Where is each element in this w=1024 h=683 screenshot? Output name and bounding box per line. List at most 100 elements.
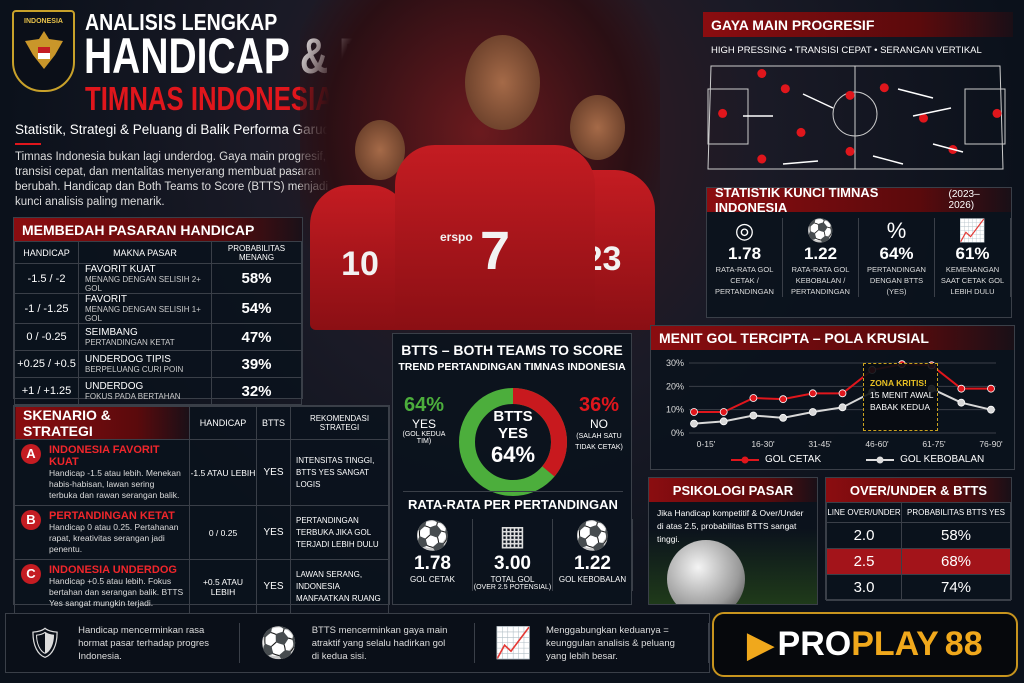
avg-stat: ⚽ 1.22 GOL KEBOBALAN (553, 519, 633, 591)
meaning: SEIMBANG (85, 327, 138, 338)
football-icon: ⚽ (415, 520, 450, 551)
data-point (779, 413, 788, 422)
table-row: 2.0 58% (826, 522, 1011, 549)
rec: INTENSITAS TINGGI, BTTS YES SANGAT LOGIS (290, 439, 389, 506)
no-label: NO (590, 417, 608, 431)
prob: 54% (211, 293, 302, 324)
label: RATA-RATA GOL KEBOBALAN / PERTANDINGAN (791, 265, 850, 296)
label: PERTANDINGAN DENGAN BTTS (YES) (867, 265, 926, 296)
data-point (808, 389, 817, 398)
logo-text: 88 (944, 625, 983, 663)
no-note: (SALAH SATU TIDAK CETAK) (575, 433, 623, 451)
player-dot (919, 113, 928, 123)
donut-no-segment (459, 388, 567, 496)
col-header: HANDICAP (189, 406, 257, 440)
value: 1.78 (414, 553, 451, 574)
value: 64% (879, 244, 914, 263)
stats-panel: STATISTIK KUNCI TIMNAS INDONESIA (2023–2… (706, 185, 1012, 318)
psychology-title: PSIKOLOGI PASAR (649, 478, 817, 502)
table-row: 3.0 74% (826, 574, 1011, 601)
data-point (749, 411, 758, 420)
table-row: -1 / -1.25 FAVORIT MENANG DENGAN SELISIH 1… (14, 293, 302, 324)
name: PERTANDINGAN KETAT (49, 510, 175, 522)
btts: YES (256, 505, 291, 560)
label: TOTAL GOL (490, 575, 535, 584)
data-point (690, 419, 698, 428)
indonesia-crest: INDONESIA (12, 10, 75, 92)
desc: Handicap -1.5 atau lebih. Menekan habis-… (49, 468, 181, 500)
footer-item: 📈 Menggabungkan keduanya = keunggulan ana… (475, 623, 709, 663)
meaning: FAVORIT KUAT (85, 264, 156, 275)
value: 1.78 (727, 244, 762, 263)
rec: LAWAN SERANG, INDONESIA MANFAATKAN RUANG (290, 559, 389, 614)
table-row: C INDONESIA UNDERDOG Handicap +0.5 atau le… (14, 559, 389, 614)
table-row: 0 / -0.25 SEIMBANG PERTANDINGAN KETAT 47% (14, 323, 302, 351)
shield-icon: 🛡 (26, 626, 65, 660)
kicker: ANALISIS LENGKAP (85, 9, 278, 35)
table-row: 2.5 68% (826, 548, 1011, 575)
value: 1.22 (574, 553, 611, 574)
avg-stat: ⚽ 1.78 GOL CETAK (393, 519, 473, 591)
data-point (690, 408, 698, 416)
table-row: -1.5 / -2 FAVORIT KUAT MENANG DENGAN SELIS… (14, 263, 302, 294)
table-row: +0.25 / +0.5 UNDERDOG TIPIS BERPELUANG CUR… (14, 350, 302, 378)
player-dot (757, 69, 767, 78)
data-point (779, 395, 788, 404)
prob: 68% (901, 548, 1011, 575)
key-stat: % 64% PERTANDINGAN DENGAN BTTS (YES) (859, 218, 935, 297)
line: -1.5 / -2 (14, 263, 79, 294)
player-dot (718, 108, 728, 118)
player-dot (992, 108, 1002, 118)
scenario-table: SKENARIO & STRATEGI HANDICAP BTTS REKOMENDA… (14, 406, 389, 614)
prob: 32% (211, 377, 302, 405)
scenario-title: SKENARIO & STRATEGI (14, 406, 190, 440)
brand-logo: erspo (440, 230, 473, 244)
desc: Handicap 0 atau 0.25. Pertahanan rapat, … (49, 522, 179, 554)
data-point (957, 384, 966, 393)
detail: BERPELUANG CURI POIN (85, 365, 184, 374)
donut-center-label: YES (497, 425, 528, 442)
stats-title: STATISTIK KUNCI TIMNAS INDONESIA (715, 185, 879, 215)
annotation-text: BABAK KEDUA (870, 402, 930, 412)
growth-chart-icon: 📈 (958, 218, 987, 243)
prob: 74% (901, 574, 1011, 601)
data-point (987, 384, 995, 393)
annotation-text: 15 MENIT AWAL (870, 390, 934, 400)
key-stat: 📈 61% KEMENANGAN SAAT CETAK GOL LEBIH DULU (935, 218, 1011, 297)
donut-center-pct: 64% (490, 442, 536, 467)
meaning: UNDERDOG TIPIS (85, 354, 171, 365)
yes-pct: 64% (403, 394, 445, 416)
col-header: LINE OVER/UNDER (826, 502, 902, 523)
style-panel: GAYA MAIN PROGRESIF HIGH PRESSING • TRAN… (703, 12, 1013, 177)
movement-arrow (897, 88, 934, 99)
label: RATA-RATA GOL CETAK / PERTANDINGAN (715, 265, 774, 296)
btts-title: BTTS – BOTH TEAMS TO SCORE (401, 342, 623, 358)
handicap-table: HANDICAP MAKNA PASAR PROBABILITAS MENANG -… (14, 241, 302, 405)
yes-note: (GOL KEDUA TIM) (402, 431, 446, 445)
x-tick-label: 46-60' (865, 439, 889, 449)
avg-stat: ▦ 3.00 TOTAL GOL (OVER 2.5 POTENSIAL) (473, 519, 553, 591)
y-tick-label: 10% (666, 405, 684, 415)
data-point (749, 394, 758, 402)
jersey-number: 7 (479, 221, 511, 281)
btts-donut (459, 388, 567, 496)
data-point (987, 405, 995, 414)
player-dot (757, 154, 767, 164)
goal-minute-chart: 0% 10% 20% 30% 0-15' 16-30' 31-45' 46-60' 61-75'… (666, 358, 1003, 449)
prob: 58% (901, 522, 1011, 549)
value: 3.00 (494, 553, 531, 574)
detail: MENANG DENGAN SELISIH 1+ GOL (85, 305, 201, 323)
handicap: 0 / 0.25 (189, 505, 257, 560)
note: (OVER 2.5 POTENSIAL) (473, 584, 552, 591)
scenario-badge: C (21, 564, 41, 584)
prob: 58% (211, 263, 302, 294)
data-point (838, 389, 847, 398)
psychology-text: Jika Handicap kompetitif & Over/Under di… (657, 508, 804, 544)
line: +1 / +1.25 (14, 377, 79, 405)
col-header: BTTS (256, 406, 291, 440)
x-tick-label: 0-15' (697, 439, 716, 449)
proplay88-logo[interactable]: ▶ PRO PLAY 88 (712, 612, 1018, 677)
label: GOL KEBOBALAN (558, 575, 627, 584)
key-stat: ⚽ 1.22 RATA-RATA GOL KEBOBALAN / PERTANDIN… (783, 218, 859, 297)
rec: PERTANDINGAN TERBUKA JIKA GOL TERJADI LE… (290, 505, 389, 560)
